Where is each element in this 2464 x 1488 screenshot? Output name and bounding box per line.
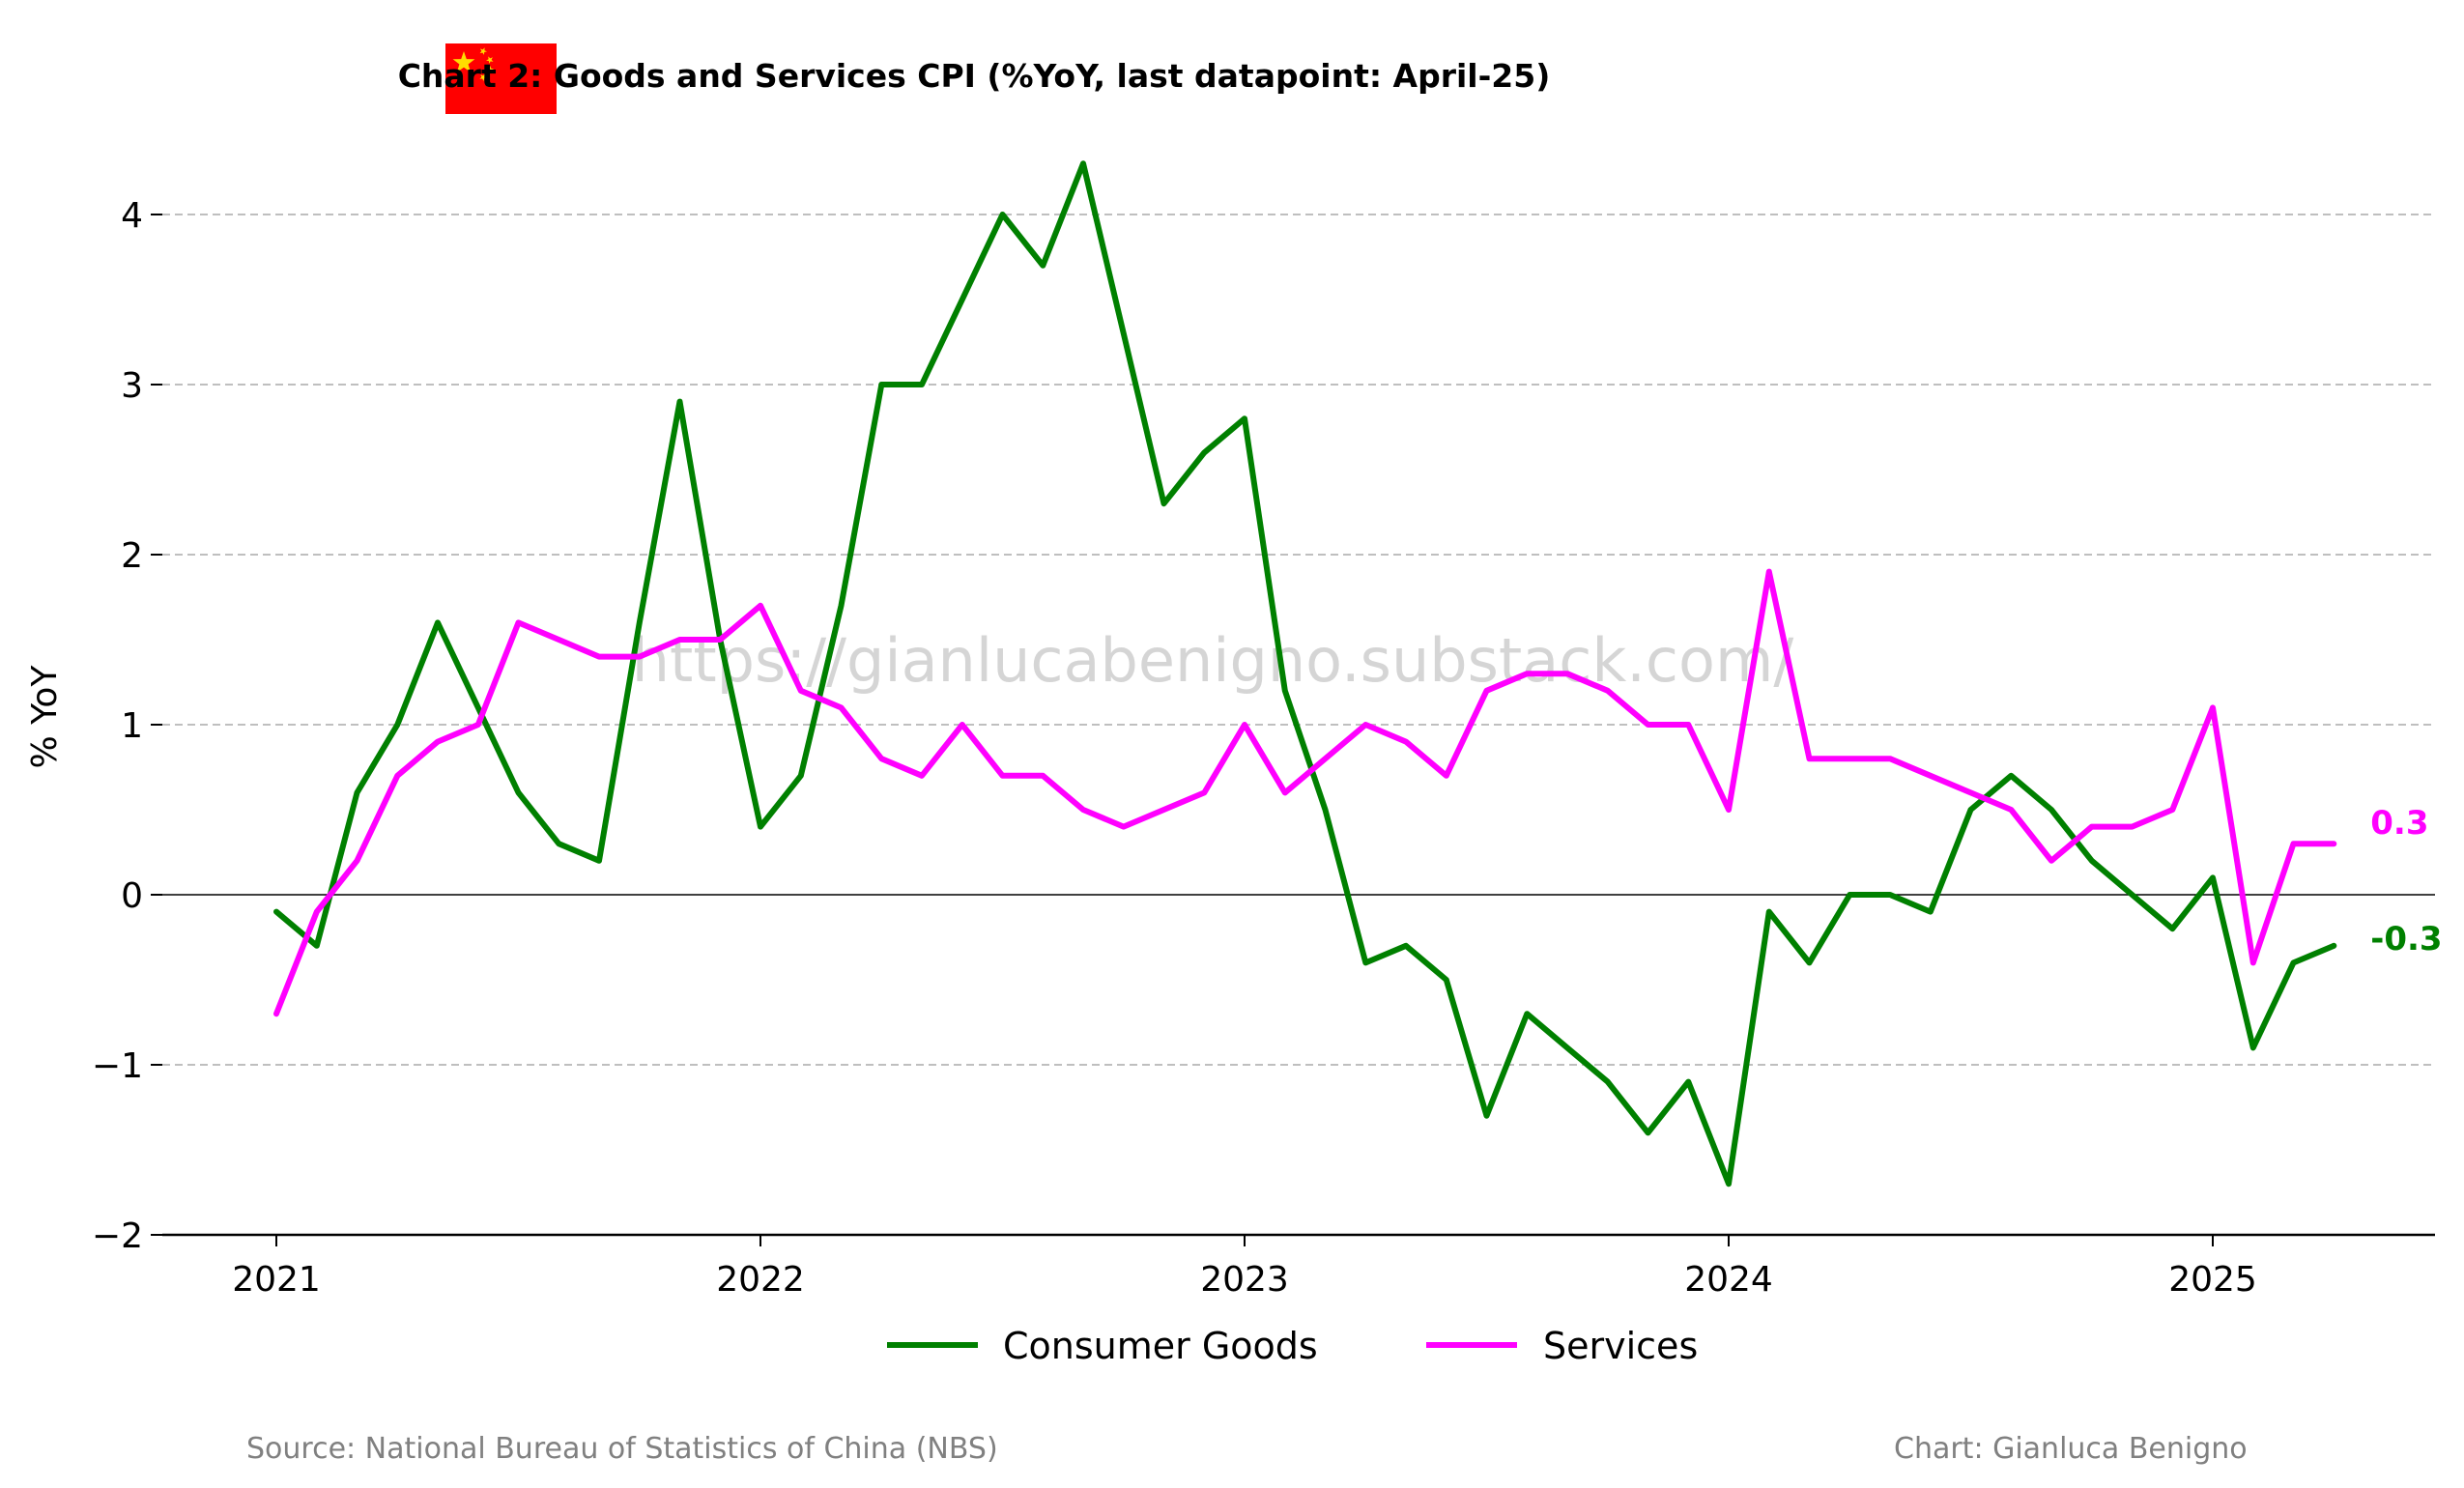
- chart-title: Chart 2: Goods and Services CPI (%YoY, l…: [398, 57, 1551, 95]
- x-tick-labels: 2021 2022 2023 2024 2025: [232, 1235, 2257, 1300]
- y-tick-labels: −2 −1 0 1 2 3 4: [92, 196, 162, 1256]
- series-line-services: [273, 568, 2337, 1017]
- flag-big-star-icon: [452, 51, 475, 72]
- y-tick-label: −1: [92, 1046, 143, 1086]
- chart-credit: Chart: Gianluca Benigno: [1894, 1432, 2248, 1466]
- series-layer: [273, 160, 2337, 1188]
- end-value-label: 0.3: [2370, 804, 2428, 843]
- china-flag-icon: [445, 43, 557, 114]
- y-tick-label: 2: [121, 536, 143, 576]
- x-tick-label: 2021: [232, 1260, 321, 1300]
- legend-item: Services: [1426, 1325, 1698, 1367]
- source-note: Source: National Bureau of Statistics of…: [246, 1432, 998, 1466]
- legend-label: Consumer Goods: [1003, 1325, 1318, 1367]
- series-line-consumer-goods: [273, 160, 2337, 1188]
- x-tick-label: 2022: [716, 1260, 805, 1300]
- y-tick-label: 0: [121, 876, 143, 916]
- y-axis-label: % YoY: [25, 665, 65, 769]
- end-labels: -0.3 0.3: [2370, 804, 2442, 959]
- legend-label: Services: [1543, 1325, 1698, 1367]
- x-tick-label: 2025: [2168, 1260, 2257, 1300]
- end-value-label: -0.3: [2370, 920, 2442, 959]
- axes: [162, 894, 2435, 1237]
- legend-item: Consumer Goods: [887, 1325, 1318, 1367]
- flag-small-star-icon: [479, 73, 487, 81]
- legend: Consumer Goods Services: [887, 1325, 1698, 1367]
- x-tick-label: 2024: [1684, 1260, 1773, 1300]
- y-tick-label: 1: [121, 706, 143, 746]
- flag-small-star-icon: [486, 66, 494, 73]
- flag-small-star-icon: [479, 47, 487, 55]
- flag-small-star-icon: [486, 56, 494, 64]
- y-tick-label: 4: [121, 196, 143, 236]
- y-tick-label: 3: [121, 366, 143, 406]
- x-tick-label: 2023: [1200, 1260, 1289, 1300]
- y-tick-label: −2: [92, 1216, 143, 1256]
- watermark-text: https://gianlucabenigno.substack.com/: [632, 625, 1794, 696]
